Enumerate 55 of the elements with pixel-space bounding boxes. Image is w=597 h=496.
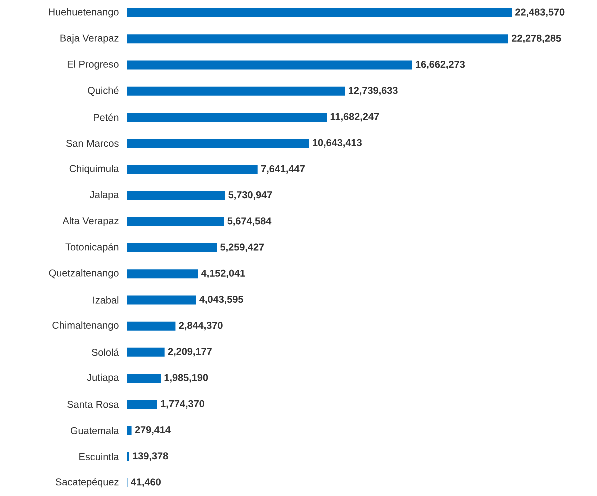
data-label: 16,662,273	[416, 61, 466, 70]
bar	[127, 244, 218, 253]
y-tick-label: Petén	[94, 114, 119, 122]
y-tick-label: Baja Verapaz	[60, 34, 119, 44]
y-tick-label: Jalapa	[90, 191, 120, 200]
data-label: 5,674,584	[228, 218, 272, 226]
data-label: 12,739,633	[348, 87, 398, 96]
bar	[127, 191, 226, 200]
data-label: 41,460	[131, 478, 161, 488]
data-label: 11,682,247	[330, 113, 380, 122]
y-tick-label: Totonicapán	[66, 243, 119, 253]
y-tick-label: Sololá	[92, 348, 120, 356]
bar	[127, 60, 412, 70]
y-tick-label: Jutiapa	[87, 374, 120, 384]
y-tick-label: Quetzaltenango	[49, 269, 119, 279]
data-label: 139,378	[133, 452, 168, 462]
bar	[127, 139, 310, 148]
data-label: 5,730,947	[228, 192, 272, 200]
data-label: 4,152,041	[201, 270, 246, 278]
y-tick-label: Quiché	[88, 86, 119, 96]
bar	[127, 86, 346, 96]
bar	[127, 426, 132, 436]
y-tick-label: El Progreso	[68, 60, 119, 70]
bar	[127, 8, 512, 18]
bar	[127, 270, 198, 279]
y-tick-label: Sacatepéquez	[56, 478, 119, 488]
y-tick-label: San Marcos	[66, 140, 119, 148]
y-tick-label: Huehuetenango	[49, 8, 119, 18]
y-tick-label: Chimaltenango	[52, 322, 119, 331]
bar	[127, 296, 196, 305]
data-label: 1,774,370	[161, 400, 204, 409]
bar	[127, 400, 158, 410]
bar	[127, 112, 328, 122]
data-label: 1,985,190	[164, 374, 208, 383]
data-label: 22,483,570	[516, 8, 565, 18]
bar	[127, 165, 258, 174]
y-tick-label: Izabal	[94, 296, 119, 304]
data-label: 10,643,413	[313, 139, 362, 148]
y-tick-label: Escuintla	[80, 453, 120, 461]
data-label: 4,043,595	[200, 296, 244, 304]
data-label: 279,414	[135, 426, 171, 435]
data-label: 22,278,285	[512, 34, 562, 44]
y-tick-label: Santa Rosa	[68, 401, 120, 408]
bar	[127, 348, 165, 357]
bar	[127, 217, 224, 226]
data-label: 5,259,427	[220, 244, 264, 252]
bar	[127, 34, 508, 44]
data-label: 2,844,370	[179, 322, 223, 331]
y-tick-label: Guatemala	[70, 427, 120, 434]
y-tick-label: Alta Verapaz	[62, 217, 119, 227]
bar	[127, 322, 176, 331]
bar	[127, 374, 161, 384]
y-tick-label: Chiquimula	[70, 165, 120, 174]
data-label: 2,209,177	[168, 348, 212, 357]
data-label: 7,641,447	[261, 165, 305, 174]
